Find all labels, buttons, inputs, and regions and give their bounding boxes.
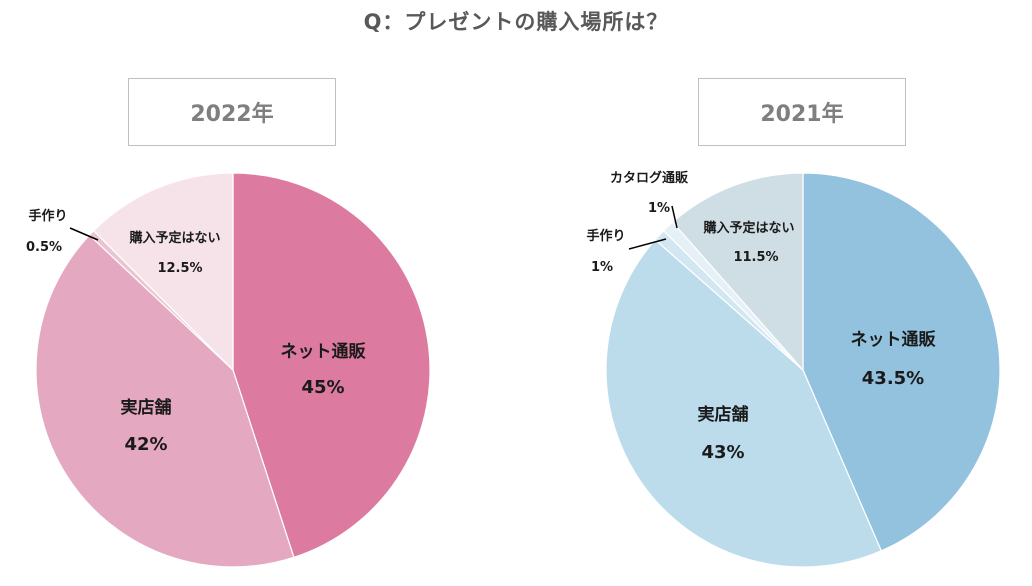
pie-2022-slice-3 xyxy=(92,172,234,372)
pie-2021-leader-2 xyxy=(628,238,667,250)
chart-title-2021: 2021年 xyxy=(698,78,906,146)
pie-2021-value-2: 1% xyxy=(591,260,613,275)
pie-2021-value-3: 1% xyxy=(648,201,670,216)
pie-2022-slice-1 xyxy=(35,234,295,568)
pie-2022-value-3: 12.5% xyxy=(157,261,202,276)
pie-2021-label-1: 実店舗 xyxy=(698,404,749,425)
pie-2021-slice-0 xyxy=(802,172,1001,552)
pie-2021-label-4: 購入予定はない xyxy=(702,220,794,236)
pie-2022-label-3: 購入予定はない xyxy=(128,230,220,246)
pie-2022-leader-2 xyxy=(69,227,99,241)
pie-2022-value-1: 42% xyxy=(124,434,167,455)
pie-2021-label-3: カタログ通販 xyxy=(610,170,689,186)
pie-2022-label-1: 実店舗 xyxy=(121,397,172,418)
pie-2022-slice-0 xyxy=(232,172,431,559)
pie-2021-slice-1 xyxy=(605,238,883,568)
page-title: Q：プレゼントの購入場所は？ xyxy=(363,10,669,34)
pie-2021-leader-3 xyxy=(671,205,678,229)
chart-title-2022: 2022年 xyxy=(128,78,336,146)
pie-2021-value-4: 11.5% xyxy=(733,250,778,265)
pie-2021-value-0: 43.5% xyxy=(862,368,924,389)
pie-2021-value-1: 43% xyxy=(701,442,744,463)
pie-2022-label-0: ネット通販 xyxy=(281,341,367,362)
pie-2021-label-2: 手作り xyxy=(586,228,625,244)
pie-2022-value-2: 0.5% xyxy=(26,240,62,255)
pie-2021-slice-4 xyxy=(671,172,804,372)
pie-2022-value-0: 45% xyxy=(301,377,344,398)
pie-2021-label-0: ネット通販 xyxy=(851,329,937,350)
pie-2022-label-2: 手作り xyxy=(28,208,67,224)
